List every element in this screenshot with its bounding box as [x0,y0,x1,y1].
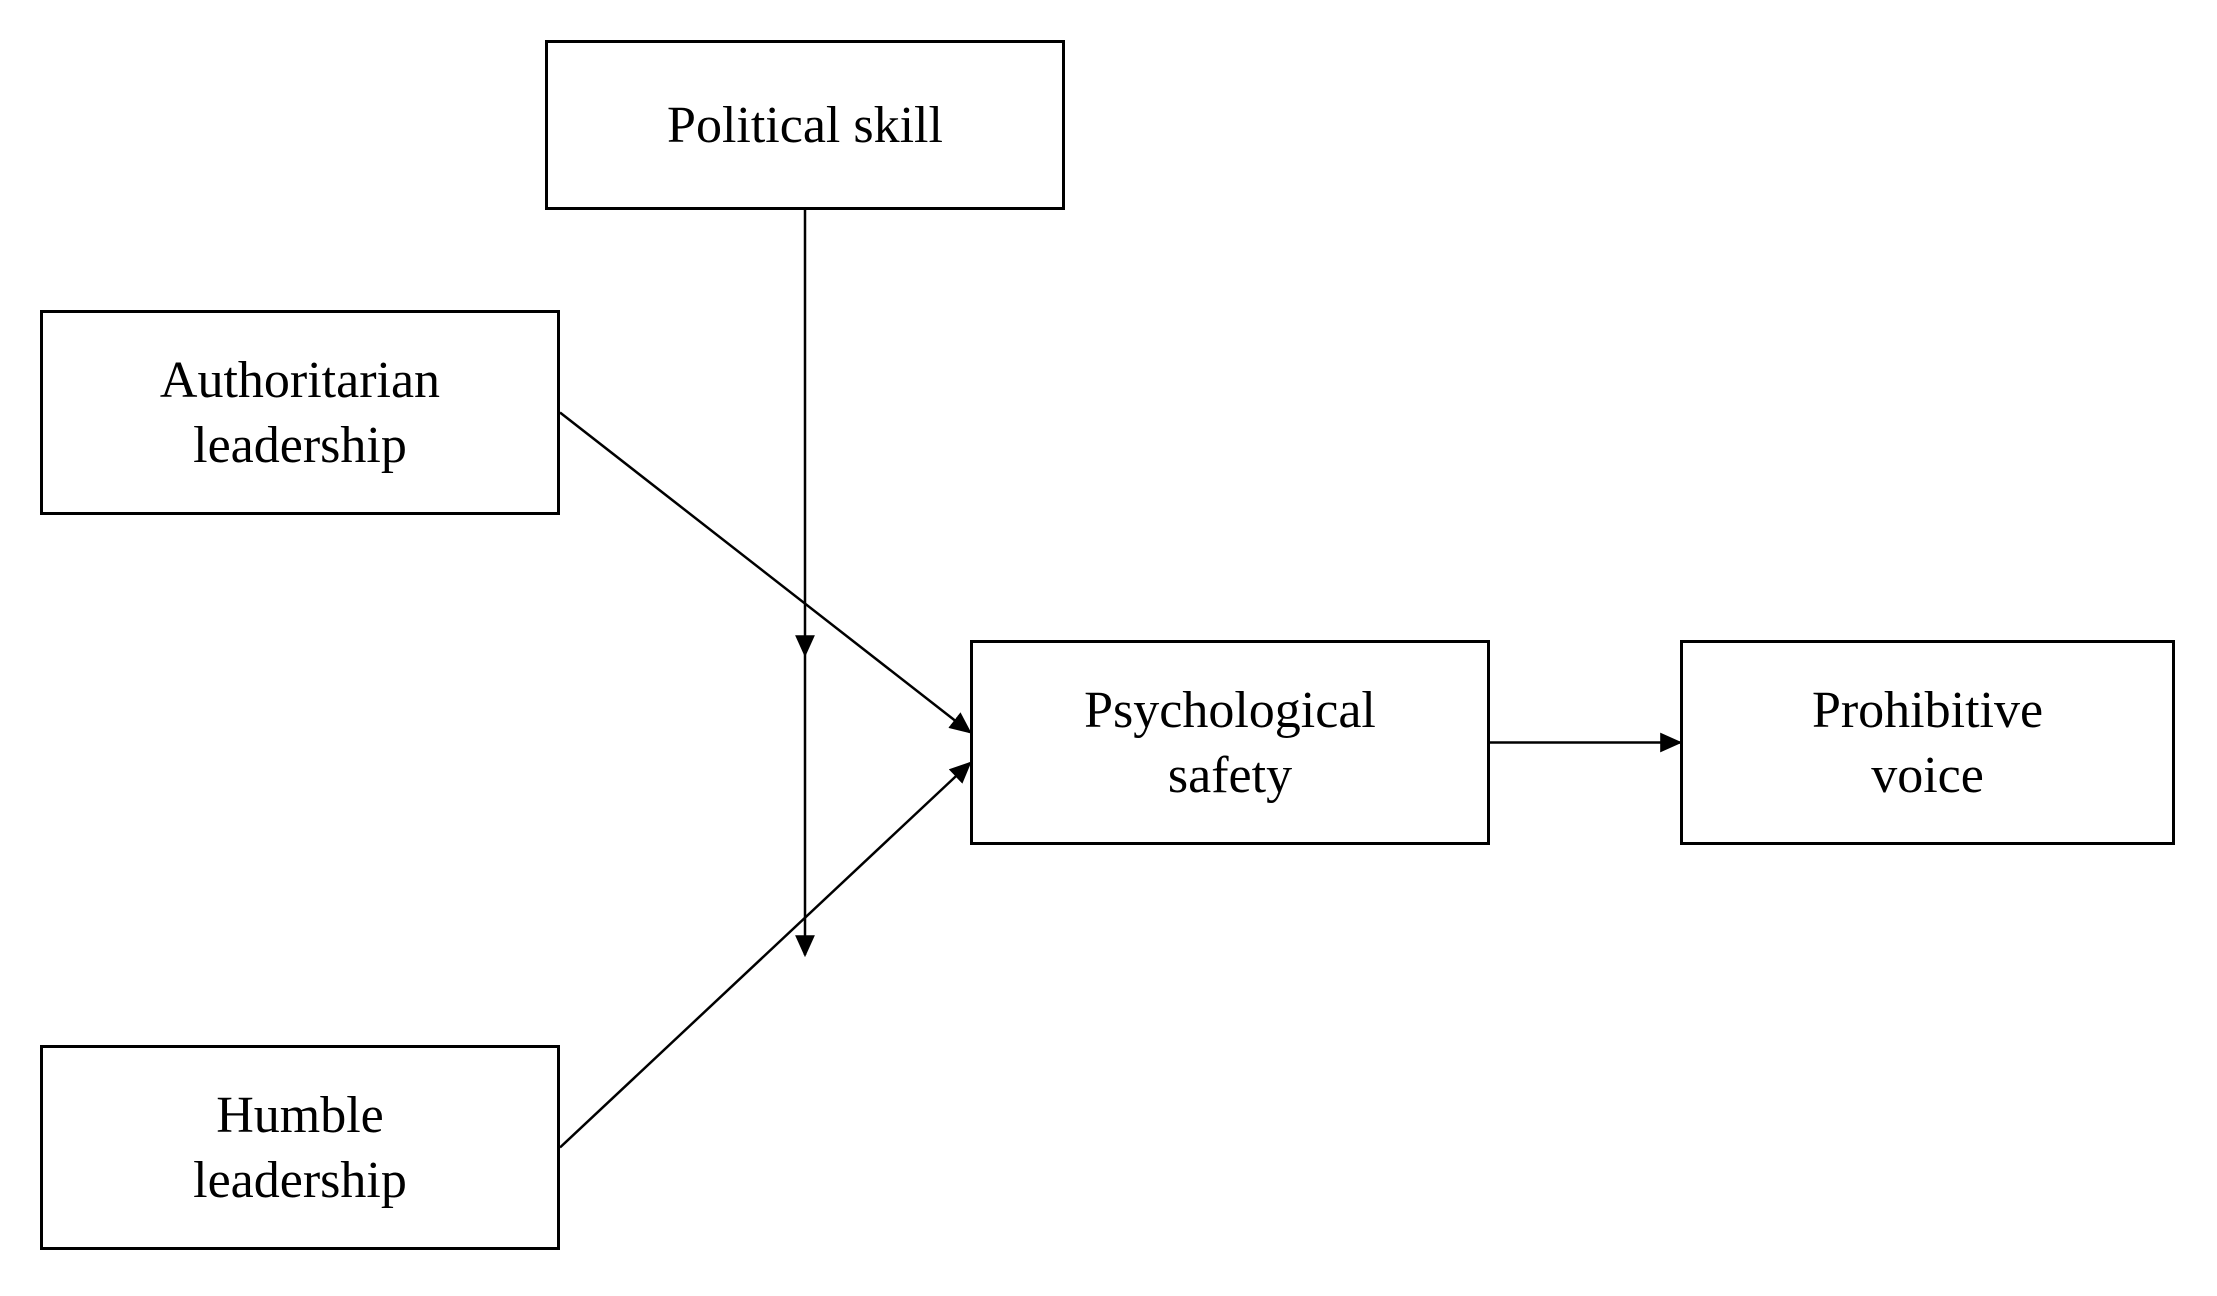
node-label: Political skill [667,93,943,158]
node-label: Psychological safety [1084,678,1376,808]
node-label: Authoritarian leadership [160,348,440,478]
node-humble-leadership: Humble leadership [40,1045,560,1250]
diagram-canvas: Political skill Authoritarian leadership… [0,0,2217,1296]
node-political-skill: Political skill [545,40,1065,210]
node-authoritarian-leadership: Authoritarian leadership [40,310,560,515]
node-label: Humble leadership [193,1083,407,1213]
node-label: Prohibitive voice [1812,678,2043,808]
node-psychological-safety: Psychological safety [970,640,1490,845]
node-prohibitive-voice: Prohibitive voice [1680,640,2175,845]
